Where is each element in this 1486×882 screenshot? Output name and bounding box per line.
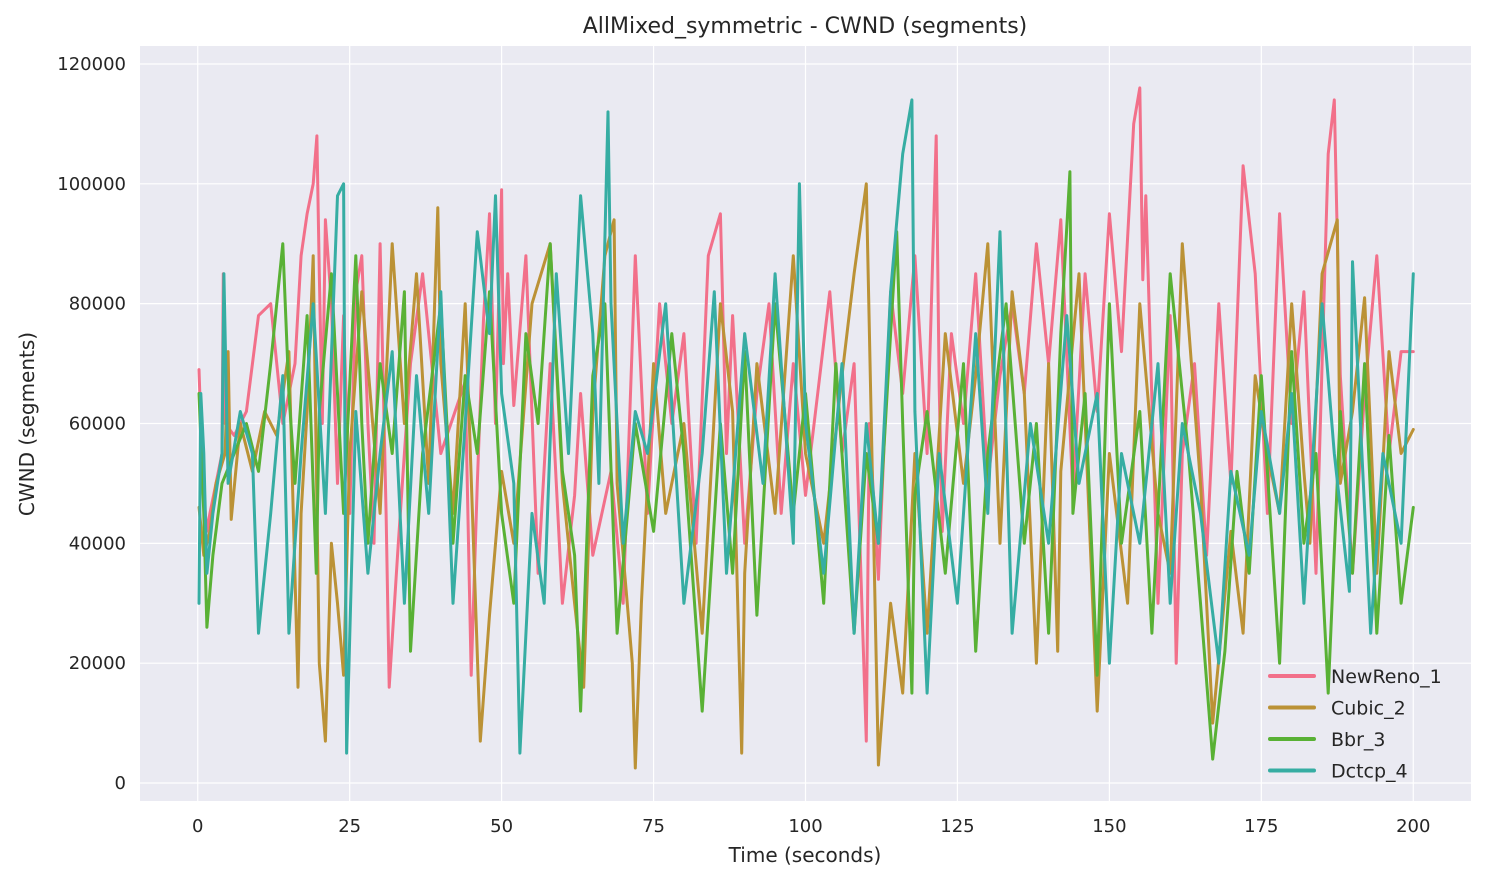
- y-tick-label: 0: [115, 773, 126, 794]
- x-tick-label: 200: [1396, 816, 1430, 837]
- legend-label-3: Bbr_3: [1331, 729, 1386, 751]
- series-line-3: [197, 170, 1415, 761]
- x-axis-label: Time (seconds): [728, 843, 882, 867]
- grid-lines: [140, 46, 1471, 801]
- x-tick-label: 100: [788, 816, 822, 837]
- x-tick-label: 150: [1092, 816, 1126, 837]
- x-tick-label: 75: [642, 816, 665, 837]
- x-tick-label: 0: [192, 816, 203, 837]
- axis-ticks: 0 25 50 75 100 125 150 175 200 0 20000 40000 60000 80…: [57, 54, 1430, 837]
- series-line-4: [197, 98, 1415, 755]
- legend-label-2: Cubic_2: [1331, 698, 1406, 720]
- legend: NewReno_1 Cubic_2 Bbr_3 Dctcp_4: [1268, 666, 1442, 783]
- y-tick-label: 80000: [69, 294, 126, 315]
- legend-label-1: NewReno_1: [1331, 666, 1442, 688]
- y-tick-label: 120000: [57, 54, 126, 75]
- x-tick-label: 125: [940, 816, 974, 837]
- x-tick-label: 25: [338, 816, 361, 837]
- y-tick-label: 40000: [69, 533, 126, 554]
- x-tick-label: 50: [490, 816, 513, 837]
- series-lines: [197, 86, 1415, 770]
- y-tick-label: 20000: [69, 653, 126, 674]
- y-tick-label: 60000: [69, 414, 126, 435]
- legend-label-4: Dctcp_4: [1331, 761, 1408, 783]
- chart-title: AllMixed_symmetric - CWND (segments): [583, 14, 1028, 39]
- series-line-2: [197, 182, 1415, 770]
- y-tick-label: 100000: [57, 174, 126, 195]
- y-axis-label: CWND (segments): [15, 332, 39, 516]
- x-tick-label: 175: [1244, 816, 1278, 837]
